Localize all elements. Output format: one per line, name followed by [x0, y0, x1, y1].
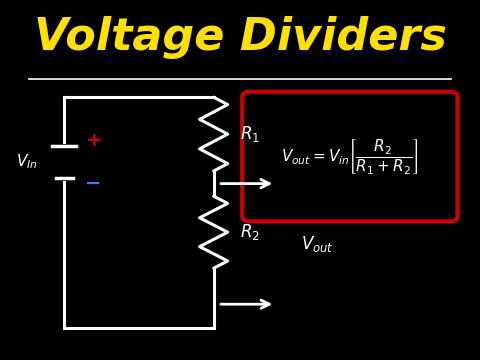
FancyBboxPatch shape — [242, 92, 457, 221]
Text: $V_{In}$: $V_{In}$ — [16, 153, 38, 171]
Text: −: − — [85, 174, 102, 193]
Text: $V_{out} = V_{in}\left[\dfrac{R_2}{R_1+R_2}\right]$: $V_{out} = V_{in}\left[\dfrac{R_2}{R_1+R… — [281, 137, 419, 176]
Text: $V_{out}$: $V_{out}$ — [301, 234, 334, 254]
Text: Voltage Dividers: Voltage Dividers — [34, 16, 446, 59]
Text: $R_1$: $R_1$ — [240, 124, 260, 144]
Text: $R_2$: $R_2$ — [240, 222, 260, 242]
Text: +: + — [85, 131, 102, 150]
